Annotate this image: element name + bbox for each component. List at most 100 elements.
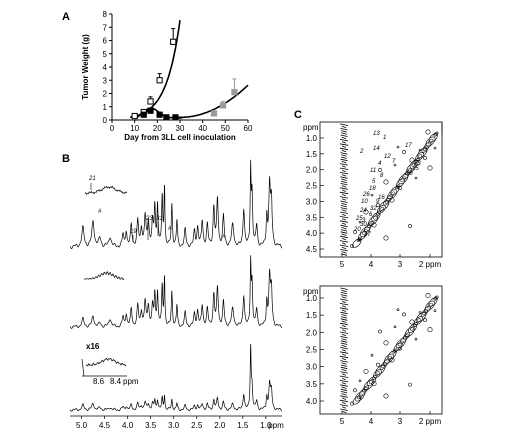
ppm-unit-label: ppm (268, 421, 284, 430)
cross-peak (376, 362, 380, 367)
y-tick-label: 2.0 (306, 166, 318, 175)
x-tick-label: 4 (369, 417, 374, 426)
cross-peak (396, 145, 400, 149)
cross-peak-label: 1 (383, 135, 386, 141)
peak-label: 21 (88, 176, 96, 182)
cross-peak (383, 340, 389, 346)
cross-peak (398, 186, 402, 190)
cross-peak-label: 27 (363, 232, 371, 238)
y-tick-label: 1 (103, 103, 108, 112)
cross-peak (376, 203, 380, 207)
cross-peak (425, 129, 431, 135)
y-tick-label: 2 (103, 90, 108, 99)
inset-tick: 8.6 (93, 377, 105, 386)
y-tick-label: 8 (103, 10, 108, 19)
cross-peak (393, 163, 397, 167)
panel-label-c: C (294, 109, 302, 121)
y-tick-label: 4 (103, 63, 108, 72)
y-tick-label: 1.0 (306, 294, 318, 303)
spectrum-middle (69, 255, 282, 329)
cross-peak (409, 157, 415, 163)
y-tick-label: 1.5 (306, 150, 318, 159)
x-tick-label: 60 (244, 124, 253, 133)
inset-tick: 8.4 (110, 377, 122, 386)
cross-peak (423, 156, 427, 160)
diagonal-peak (376, 204, 386, 214)
data-point (219, 102, 227, 109)
inset-tick: ppm (123, 377, 139, 386)
ppm-tick-label: 4.0 (122, 421, 134, 430)
diagonal-peak (415, 152, 425, 162)
cross-peak (408, 382, 412, 387)
y-axis-label: Tumor Weight (g) (81, 34, 90, 100)
y-tick-label: 3.0 (306, 363, 318, 372)
data-point (140, 111, 147, 118)
data-point (170, 38, 177, 45)
cross-peak (371, 381, 377, 387)
cross-peak-label: 4 (378, 161, 382, 167)
cross-peak (350, 401, 354, 406)
y-tick-label: 3.0 (306, 197, 318, 206)
cross-peak (427, 165, 433, 171)
cross-peak-label: 7 (392, 159, 396, 165)
cross-peak (350, 244, 354, 248)
cross-peak-label: 13 (373, 131, 380, 137)
diagonal-peak (371, 374, 378, 381)
x-tick-label: 2 ppm (419, 260, 442, 269)
cross-peak-label: 28 (405, 171, 413, 177)
cross-peak (418, 148, 422, 152)
y-tick-label: 2.5 (306, 182, 318, 191)
data-point (231, 89, 238, 96)
y-tick-label: 6 (103, 37, 108, 46)
cross-peak (363, 368, 369, 374)
x-tick-label: 5 (340, 260, 345, 269)
cross-peak-label: 32 (370, 206, 377, 212)
diagonal-peak (421, 145, 429, 153)
cross-peak (427, 327, 433, 333)
cross-peak (383, 393, 389, 399)
ppm-tick-label: 3.5 (145, 421, 157, 430)
peak-label: 23 (145, 216, 153, 222)
y-unit-label: ppm (303, 123, 319, 132)
cross-peak-label: 14 (373, 146, 380, 152)
cross-peak (358, 238, 362, 242)
cross-peak-label: 15 (412, 166, 419, 172)
y-tick-label: 3.5 (306, 380, 318, 389)
cross-peak (433, 146, 437, 150)
x-tick-label: 10 (130, 124, 139, 133)
y-tick-label: 3.5 (306, 213, 318, 222)
cross-peak-label: 25 (355, 216, 363, 222)
y-tick-label: 3 (103, 76, 108, 85)
cross-peak (383, 235, 389, 241)
peak-label: 19 (130, 229, 137, 235)
data-point (163, 114, 170, 121)
diagonal-peak (364, 224, 372, 232)
diagonal-peak (398, 174, 409, 185)
diagonal-peak (379, 362, 387, 370)
x-tick-label: 5 (340, 417, 345, 426)
data-point (147, 107, 154, 114)
diagonal-peak (376, 210, 382, 216)
spectrum-bottom (69, 343, 282, 412)
cross-peak-label: 3 (362, 218, 366, 224)
diagonal-peak (359, 226, 370, 237)
inset-bottom (85, 357, 127, 367)
cross-peak (398, 346, 402, 351)
y-tick-label: 4.5 (306, 245, 318, 254)
data-point (210, 110, 218, 117)
cross-peak-label: 18 (369, 186, 376, 192)
cross-peak (370, 193, 374, 197)
y-tick-label: 1.5 (306, 311, 318, 320)
cross-peak (425, 292, 431, 298)
data-point (172, 114, 179, 121)
x-tick-label: 50 (221, 124, 230, 133)
ppm-tick-label: 5.0 (76, 421, 88, 430)
cross-peak (353, 388, 357, 393)
inset-top (84, 185, 128, 195)
data-point (147, 98, 154, 105)
cross-peak (363, 209, 369, 215)
scale-label: x16 (86, 342, 100, 351)
cross-peak-label: 24 (359, 208, 367, 214)
